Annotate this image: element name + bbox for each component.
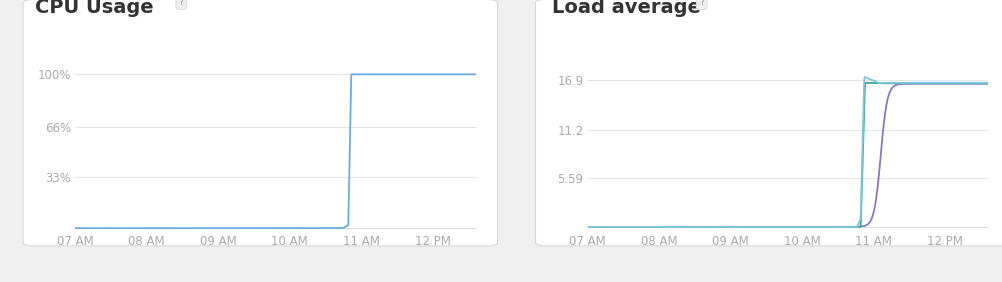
Text: ?: ?	[698, 0, 703, 7]
Text: CPU Usage: CPU Usage	[35, 0, 153, 17]
Text: ?: ?	[178, 0, 184, 7]
Text: Load average: Load average	[551, 0, 699, 17]
